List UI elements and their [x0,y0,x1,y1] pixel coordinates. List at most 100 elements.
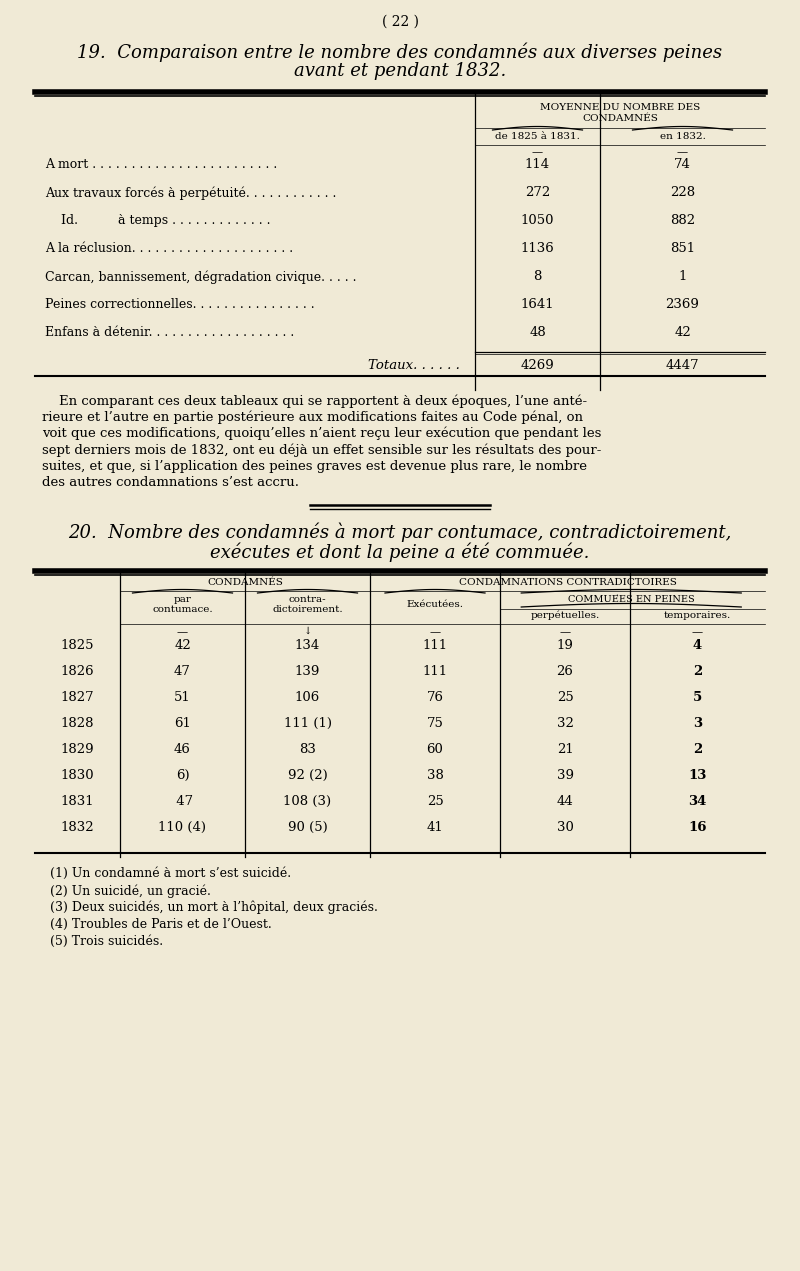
Text: CONDAMNÉS: CONDAMNÉS [582,114,658,123]
Text: 134: 134 [295,639,320,652]
Text: 111: 111 [422,639,447,652]
Text: 1829: 1829 [61,744,94,756]
Text: —: — [559,627,570,637]
Text: Enfans à détenir. . . . . . . . . . . . . . . . . . .: Enfans à détenir. . . . . . . . . . . . … [45,325,294,339]
Text: 139: 139 [295,665,320,677]
Text: 1136: 1136 [521,241,554,255]
Text: 92 (2): 92 (2) [288,769,327,782]
Text: 5: 5 [693,691,702,704]
Text: Peines correctionnelles. . . . . . . . . . . . . . . .: Peines correctionnelles. . . . . . . . .… [45,297,314,311]
Text: Carcan, bannissement, dégradation civique. . . . .: Carcan, bannissement, dégradation civiqu… [45,269,357,283]
Text: 851: 851 [670,241,695,255]
Text: de 1825 à 1831.: de 1825 à 1831. [495,132,580,141]
Text: 2369: 2369 [666,297,699,311]
Text: 2: 2 [693,665,702,677]
Text: A mort . . . . . . . . . . . . . . . . . . . . . . . .: A mort . . . . . . . . . . . . . . . . .… [45,158,278,172]
Text: Totaux. . . . . .: Totaux. . . . . . [368,358,460,372]
Text: 1826: 1826 [61,665,94,677]
Text: 19: 19 [557,639,574,652]
Text: 41: 41 [426,821,443,834]
Text: 25: 25 [557,691,574,704]
Text: 3: 3 [693,717,702,730]
Text: 1050: 1050 [521,214,554,228]
Text: (5) Trois suicidés.: (5) Trois suicidés. [50,935,163,948]
Text: 39: 39 [557,769,574,782]
Text: 47: 47 [174,665,191,677]
Text: exécutes et dont la peine a été commuée.: exécutes et dont la peine a été commuée… [210,543,590,563]
Text: 76: 76 [426,691,443,704]
Text: 75: 75 [426,717,443,730]
Text: ( 22 ): ( 22 ) [382,15,418,29]
Text: En comparant ces deux tableaux qui se rapportent à deux époques, l’une anté-: En comparant ces deux tableaux qui se ra… [42,394,587,408]
Text: 48: 48 [529,325,546,339]
Text: 47: 47 [172,794,193,808]
Text: rieure et l’autre en partie postérieure aux modifications faites au Code pénal, : rieure et l’autre en partie postérieure … [42,411,583,425]
Text: 111 (1): 111 (1) [283,717,331,730]
Text: MOYENNE DU NOMBRE DES: MOYENNE DU NOMBRE DES [540,103,700,112]
Text: temporaires.: temporaires. [664,611,731,620]
Text: perpétuelles.: perpétuelles. [530,611,600,620]
Text: CONDAMNÉS: CONDAMNÉS [207,578,283,587]
Text: —: — [532,147,543,158]
Text: 114: 114 [525,158,550,172]
Text: 42: 42 [674,325,691,339]
Text: 44: 44 [557,794,574,808]
Text: A la réclusion. . . . . . . . . . . . . . . . . . . . .: A la réclusion. . . . . . . . . . . . . … [45,241,293,255]
Text: 42: 42 [174,639,191,652]
Text: 1832: 1832 [61,821,94,834]
Text: 6): 6) [176,769,190,782]
Text: 60: 60 [426,744,443,756]
Text: (3) Deux suicidés, un mort à l’hôpital, deux graciés.: (3) Deux suicidés, un mort à l’hôpital, … [50,901,378,915]
Text: 51: 51 [174,691,191,704]
Text: 1830: 1830 [61,769,94,782]
Text: —: — [692,627,703,637]
Text: 108 (3): 108 (3) [283,794,331,808]
Text: Exécutées.: Exécutées. [406,600,463,609]
Text: 1: 1 [678,269,686,283]
Text: 34: 34 [688,794,706,808]
Text: 30: 30 [557,821,574,834]
Text: contra-: contra- [289,595,326,604]
Text: 1641: 1641 [521,297,554,311]
Text: 106: 106 [295,691,320,704]
Text: 90 (5): 90 (5) [288,821,327,834]
Text: 74: 74 [674,158,691,172]
Text: suites, et que, si l’application des peines graves est devenue plus rare, le nom: suites, et que, si l’application des pei… [42,460,587,473]
Text: 1827: 1827 [61,691,94,704]
Text: 272: 272 [525,186,550,200]
Text: par: par [174,595,191,604]
Text: dictoirement.: dictoirement. [272,605,343,614]
Text: 26: 26 [557,665,574,677]
Text: 1825: 1825 [61,639,94,652]
Text: COMMUÉES EN PEINES: COMMUÉES EN PEINES [568,595,694,604]
Text: CONDAMNATIONS CONTRADICTOIRES: CONDAMNATIONS CONTRADICTOIRES [458,578,677,587]
Text: 32: 32 [557,717,574,730]
Text: Id.          à temps . . . . . . . . . . . . .: Id. à temps . . . . . . . . . . . . . [45,214,270,228]
Text: (1) Un condamné à mort s’est suicidé.: (1) Un condamné à mort s’est suicidé. [50,867,291,880]
Text: 2: 2 [693,744,702,756]
Text: voit que ces modifications, quoiqu’elles n’aient reçu leur exécution que pendant: voit que ces modifications, quoiqu’elles… [42,427,602,441]
Text: Aux travaux forcés à perpétuité. . . . . . . . . . . .: Aux travaux forcés à perpétuité. . . . .… [45,186,336,200]
Text: 1828: 1828 [61,717,94,730]
Text: 46: 46 [174,744,191,756]
Text: ↓: ↓ [303,627,311,636]
Text: 21: 21 [557,744,574,756]
Text: 16: 16 [688,821,706,834]
Text: —: — [677,147,688,158]
Text: sept derniers mois de 1832, ont eu déjà un effet sensible sur les résultats des : sept derniers mois de 1832, ont eu déjà … [42,444,602,458]
Text: —: — [430,627,441,637]
Text: —: — [177,627,188,637]
Text: 13: 13 [688,769,706,782]
Text: contumace.: contumace. [152,605,213,614]
Text: des autres condamnations s’est accru.: des autres condamnations s’est accru. [42,477,299,489]
Text: 110 (4): 110 (4) [158,821,206,834]
Text: 8: 8 [534,269,542,283]
Text: 25: 25 [426,794,443,808]
Text: 4447: 4447 [666,358,699,372]
Text: en 1832.: en 1832. [659,132,706,141]
Text: 882: 882 [670,214,695,228]
Text: 20.  Nombre des condamnés à mort par contumace, contradictoirement,: 20. Nombre des condamnés à mort par cont… [68,522,732,543]
Text: 111: 111 [422,665,447,677]
Text: avant et pendant 1832.: avant et pendant 1832. [294,62,506,80]
Text: 19.  Comparaison entre le nombre des condamnés aux diverses peines: 19. Comparaison entre le nombre des cond… [78,42,722,61]
